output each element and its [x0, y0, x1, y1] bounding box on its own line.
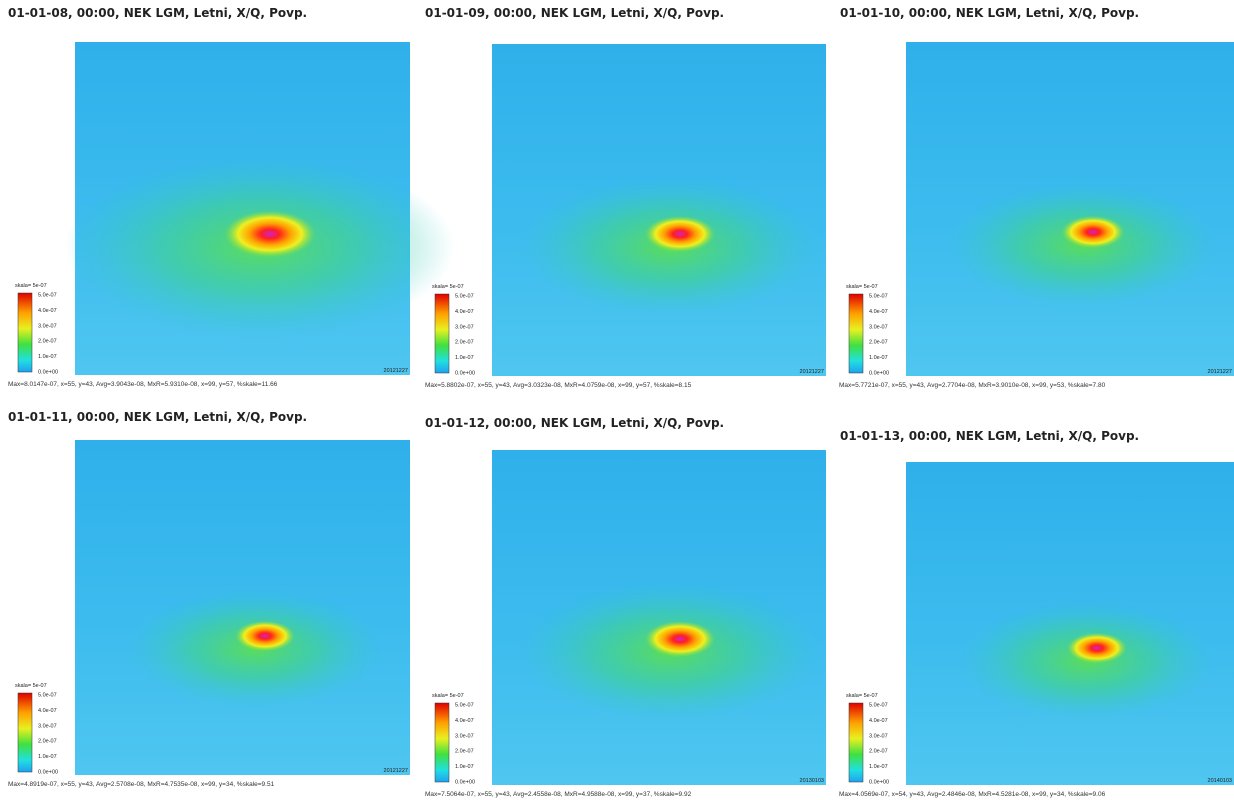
colorbar-label: 4.0e-07: [869, 718, 888, 724]
scale-label: skala= 5e-07: [432, 284, 464, 290]
panel: 01-01-09, 00:00, NEK LGM, Letni, X/Q, Po…: [425, 6, 826, 389]
panel: 01-01-11, 00:00, NEK LGM, Letni, X/Q, Po…: [8, 410, 410, 788]
colorbar-label: 3.0e-07: [455, 324, 474, 330]
stamp: 20121227: [1208, 369, 1232, 375]
colorbar: [434, 702, 450, 783]
panel-title: 01-01-12, 00:00, NEK LGM, Letni, X/Q, Po…: [425, 416, 724, 430]
scale-label: skala= 5e-07: [846, 284, 878, 290]
colorbar-label: 3.0e-07: [869, 324, 888, 330]
colorbar-label: 4.0e-07: [455, 309, 474, 315]
stats: Max=5.7721e-07, x=55, y=43, Avg=2.7704e-…: [839, 382, 1106, 389]
plume-core: [1067, 632, 1127, 664]
stamp: 20130103: [800, 778, 824, 784]
colorbar-label: 5.0e-07: [869, 293, 888, 299]
colorbar-label: 2.0e-07: [455, 340, 474, 346]
colorbar-label: 1.0e-07: [38, 754, 57, 760]
colorbar-label: 0.0e+00: [869, 779, 889, 785]
colorbar-label: 2.0e-07: [869, 340, 888, 346]
colorbar-label: 4.0e-07: [38, 708, 57, 714]
colorbar: [848, 293, 864, 374]
plume-core: [1061, 215, 1125, 249]
panel-title: 01-01-11, 00:00, NEK LGM, Letni, X/Q, Po…: [8, 410, 307, 424]
colorbar-label: 1.0e-07: [455, 764, 474, 770]
colorbar-label: 0.0e+00: [38, 369, 58, 375]
colorbar-label: 0.0e+00: [869, 370, 889, 376]
colorbar-label: 1.0e-07: [38, 354, 57, 360]
colorbar-label: 4.0e-07: [455, 718, 474, 724]
colorbar: [848, 702, 864, 783]
stamp: 20121227: [384, 768, 408, 774]
stamp: 20140103: [1208, 778, 1232, 784]
stats: Max=5.8802e-07, x=55, y=43, Avg=3.0323e-…: [425, 382, 692, 389]
scale-label: skala= 5e-07: [15, 683, 47, 689]
scale-label: skala= 5e-07: [15, 283, 47, 289]
panel-title: 01-01-08, 00:00, NEK LGM, Letni, X/Q, Po…: [8, 6, 307, 20]
colorbar-label: 5.0e-07: [869, 702, 888, 708]
colorbar-label: 2.0e-07: [869, 749, 888, 755]
colorbar-label: 3.0e-07: [38, 323, 57, 329]
colorbar: [17, 692, 33, 773]
panel-title: 01-01-09, 00:00, NEK LGM, Letni, X/Q, Po…: [425, 6, 724, 20]
colorbar-label: 1.0e-07: [869, 355, 888, 361]
stats: Max=8.0147e-07, x=55, y=43, Avg=3.9043e-…: [8, 381, 278, 388]
colorbar-label: 5.0e-07: [38, 292, 57, 298]
stats: Max=4.8919e-07, x=55, y=43, Avg=2.5708e-…: [8, 781, 275, 788]
colorbar-label: 0.0e+00: [455, 779, 475, 785]
colorbar: [434, 293, 450, 374]
colorbar-label: 3.0e-07: [38, 723, 57, 729]
colorbar-label: 1.0e-07: [869, 764, 888, 770]
colorbar-label: 2.0e-07: [38, 339, 57, 345]
colorbar-label: 1.0e-07: [455, 355, 474, 361]
colorbar-label: 3.0e-07: [455, 733, 474, 739]
stats: Max=7.5064e-07, x=55, y=43, Avg=2.4558e-…: [425, 791, 692, 798]
stats: Max=4.0569e-07, x=54, y=43, Avg=2.4846e-…: [839, 791, 1106, 798]
plume-core: [645, 621, 715, 657]
colorbar-label: 5.0e-07: [455, 702, 474, 708]
stamp: 20121227: [800, 369, 824, 375]
plume-core: [224, 210, 316, 258]
colorbar-label: 2.0e-07: [455, 749, 474, 755]
plume-core: [235, 620, 295, 652]
panel: 01-01-13, 00:00, NEK LGM, Letni, X/Q, Po…: [839, 429, 1234, 798]
stamp: 20121227: [384, 368, 408, 374]
panel: 01-01-08, 00:00, NEK LGM, Letni, X/Q, Po…: [8, 6, 455, 388]
colorbar-label: 5.0e-07: [38, 692, 57, 698]
panel-title: 01-01-10, 00:00, NEK LGM, Letni, X/Q, Po…: [840, 6, 1139, 20]
scale-label: skala= 5e-07: [432, 693, 464, 699]
panel-title: 01-01-13, 00:00, NEK LGM, Letni, X/Q, Po…: [840, 429, 1139, 443]
colorbar-label: 0.0e+00: [455, 370, 475, 376]
colorbar-label: 3.0e-07: [869, 733, 888, 739]
colorbar: [17, 292, 33, 373]
plume-core: [645, 216, 715, 252]
colorbar-label: 5.0e-07: [455, 293, 474, 299]
colorbar-label: 0.0e+00: [38, 769, 58, 775]
colorbar-label: 4.0e-07: [869, 309, 888, 315]
scale-label: skala= 5e-07: [846, 693, 878, 699]
colorbar-label: 2.0e-07: [38, 739, 57, 745]
panel: 01-01-10, 00:00, NEK LGM, Letni, X/Q, Po…: [839, 6, 1234, 389]
panel: 01-01-12, 00:00, NEK LGM, Letni, X/Q, Po…: [425, 416, 826, 798]
colorbar-label: 4.0e-07: [38, 308, 57, 314]
